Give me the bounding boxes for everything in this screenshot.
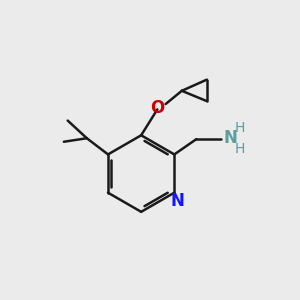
Text: N: N <box>170 192 184 210</box>
Text: H: H <box>235 121 245 135</box>
Text: N: N <box>224 129 238 147</box>
Text: H: H <box>235 142 245 156</box>
Text: O: O <box>150 99 164 117</box>
